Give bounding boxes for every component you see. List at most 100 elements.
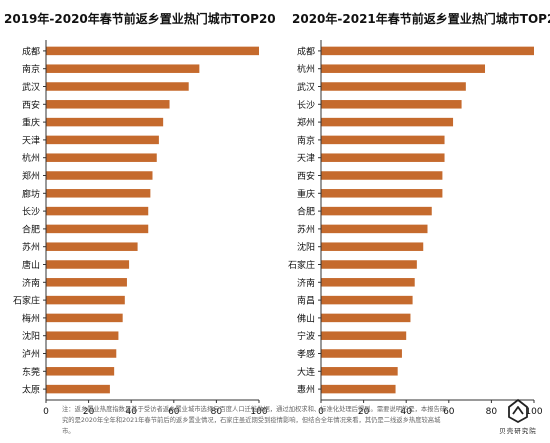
left-category-label: 泸州 [22,349,40,360]
right-category-label: 合肥 [297,206,315,218]
left-bar [46,135,159,145]
right-category-label: 天津 [297,153,315,164]
right-bar [321,278,415,287]
right-bar [321,135,445,145]
right-bar [321,117,454,127]
right-bar [321,349,402,358]
right-category-label: 济南 [297,277,315,289]
left-category-label: 太原 [22,384,40,396]
left-x-tick-label: 40 [125,407,137,417]
right-category-label: 佛山 [297,312,315,324]
right-category-label: 石家庄 [288,259,315,271]
right-bar [321,295,413,305]
right-category-label: 宁波 [297,330,315,342]
right-chart-title: 2020年-2021年春节前返乡置业热门城市TOP20 [292,12,550,26]
right-bar-chart: 成都杭州武汉长沙郑州南京天津西安重庆合肥苏州沈阳石家庄济南南昌佛山宁波孝感大连惠… [288,40,543,417]
left-category-label: 武汉 [22,81,40,93]
left-bar-chart: 成都南京武汉西安重庆天津杭州郑州廊坊长沙合肥苏州唐山济南石家庄梅州沈阳泸州东莞太… [13,40,268,417]
left-category-label: 沈阳 [22,330,40,342]
right-category-label: 武汉 [297,81,315,93]
left-category-label: 廊坊 [22,188,40,200]
right-category-label: 南昌 [297,295,315,307]
left-category-label: 天津 [22,135,40,146]
right-category-label: 长沙 [297,99,315,111]
left-category-label: 唐山 [22,259,40,271]
left-category-label: 济南 [22,277,40,289]
right-bar [321,206,432,216]
right-bar [321,242,424,251]
left-bar [46,313,123,323]
left-bar [46,46,259,56]
right-bar [321,100,462,109]
left-bar [46,82,189,91]
right-category-label: 惠州 [297,384,315,396]
footnote: 注：返乡置业热度指数是基于受访者返乡置业城市选择与百度人口迁徙数据，通过加权求和… [62,406,447,435]
left-bar [46,242,138,251]
right-bar [321,367,398,376]
left-bar [46,224,149,234]
left-x-tick-label: 60 [168,407,180,417]
logo-text: 贝壳研究院 [499,427,537,435]
right-category-label: 孝感 [297,348,315,360]
right-bar [321,171,443,180]
left-category-label: 杭州 [22,152,40,164]
right-category-label: 西安 [297,170,315,182]
logo: 贝壳研究院 [488,398,548,440]
left-bar [46,367,115,376]
left-category-label: 长沙 [22,206,40,218]
left-bar [46,206,149,216]
right-x-tick-label: 0 [318,407,324,417]
right-category-label: 杭州 [297,63,315,75]
left-bar [46,384,110,394]
left-bar [46,64,200,73]
right-bar [321,384,396,394]
left-bar [46,153,157,162]
right-category-label: 苏州 [297,223,315,235]
right-category-label: 沈阳 [297,241,315,253]
left-category-label: 合肥 [22,223,40,235]
right-category-label: 大连 [297,366,315,378]
left-category-label: 梅州 [22,312,40,324]
left-category-label: 东莞 [22,366,40,378]
left-category-label: 重庆 [22,117,40,129]
left-chart-title: 2019年-2020年春节前返乡置业热门城市TOP20 [4,12,276,26]
left-bar [46,349,117,358]
right-category-label: 成都 [297,45,315,57]
left-bar [46,117,164,127]
right-x-tick-label: 20 [358,407,370,417]
left-bar [46,189,151,198]
left-category-label: 郑州 [22,170,40,182]
left-bar [46,278,127,287]
right-category-label: 南京 [297,134,315,146]
left-bar [46,100,170,109]
shell-logo-icon [508,398,528,424]
left-category-label: 南京 [22,63,40,75]
left-bar [46,260,130,269]
right-bar [321,46,534,56]
left-category-label: 石家庄 [13,295,40,307]
right-x-tick-label: 80 [486,407,498,417]
left-x-tick-label: 20 [83,407,95,417]
left-bar [46,171,153,180]
right-bar [321,331,407,340]
right-bar [321,153,445,162]
left-x-tick-label: 80 [211,407,223,417]
right-bar [321,189,443,198]
right-bar [321,64,486,73]
left-x-tick-label: 100 [250,407,267,417]
right-category-label: 重庆 [297,188,315,200]
left-x-tick-label: 0 [43,407,49,417]
left-bar [46,331,119,340]
right-x-tick-label: 40 [400,407,412,417]
right-bar [321,260,417,269]
right-category-label: 郑州 [297,117,315,129]
right-bar [321,224,428,234]
right-bar [321,313,411,323]
left-bar [46,295,125,305]
left-category-label: 苏州 [22,241,40,253]
left-category-label: 西安 [22,99,40,111]
left-category-label: 成都 [22,45,40,57]
right-x-tick-label: 60 [443,407,455,417]
right-bar [321,82,466,91]
right-x-tick-label: 100 [525,407,542,417]
